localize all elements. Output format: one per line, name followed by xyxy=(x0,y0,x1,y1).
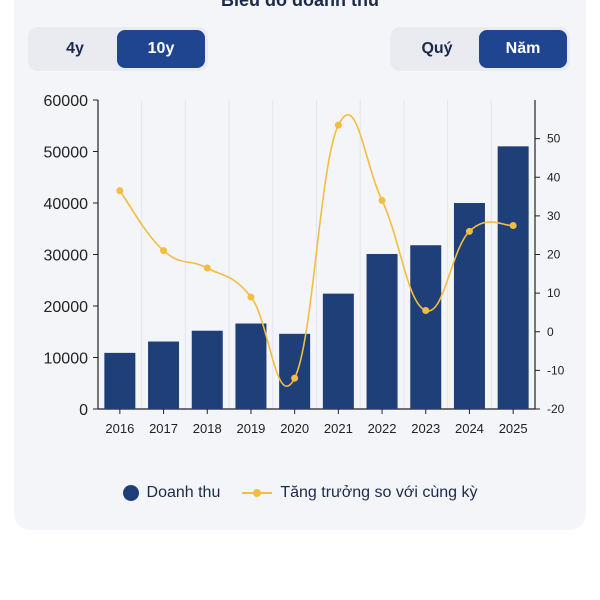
chart-card xyxy=(14,0,586,530)
range-toggle: 4y 10y xyxy=(28,27,208,71)
legend-item-growth[interactable]: Tăng trưởng so với cùng kỳ xyxy=(242,484,477,502)
chart-legend: Doanh thu Tăng trưởng so với cùng kỳ xyxy=(0,482,600,504)
period-quarter-button[interactable]: Quý xyxy=(421,40,453,57)
legend-bar-marker xyxy=(122,485,139,501)
legend-item-revenue[interactable]: Doanh thu xyxy=(122,484,221,502)
legend-line-marker xyxy=(242,489,273,497)
range-4y-button[interactable]: 4y xyxy=(66,40,84,57)
period-toggle: Quý Năm xyxy=(390,27,570,71)
period-year-button[interactable]: Năm xyxy=(479,30,567,68)
range-10y-button[interactable]: 10y xyxy=(117,30,205,68)
legend-label-revenue: Doanh thu xyxy=(146,484,221,501)
legend-label-growth: Tăng trưởng so với cùng kỳ xyxy=(280,484,478,501)
page-title: Biểu đồ doanh thu xyxy=(221,0,379,10)
